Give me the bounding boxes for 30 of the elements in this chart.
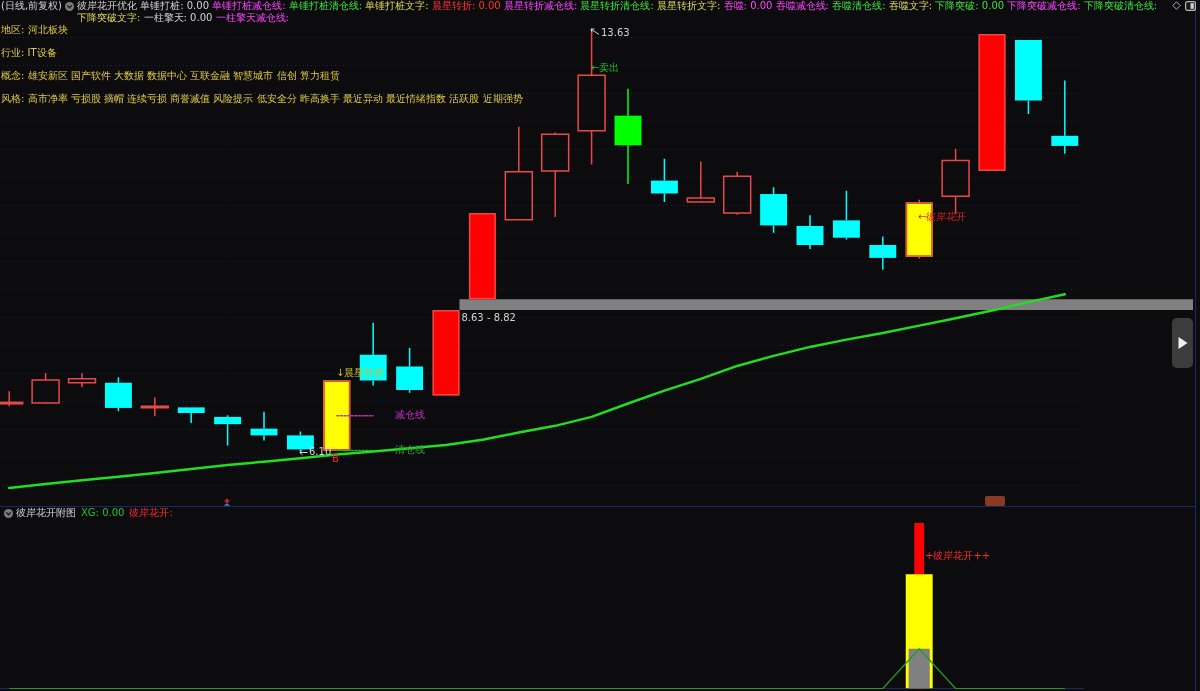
candlestick <box>67 372 97 388</box>
annotation: 6.10 <box>309 446 332 457</box>
candlestick <box>504 126 533 221</box>
text: XG: 0.00 <box>81 507 125 519</box>
candlestick <box>832 189 860 241</box>
annotation: 风格: 高市净率 亏损股 摘帽 连续亏损 商誉减值 风险提示 低安全分 昨高换手 最近异动 最近情绪指数 活跃股 近期强势 <box>1 93 523 104</box>
annotation: ←彼岸花开 <box>918 211 967 222</box>
text: 减仓线 <box>394 409 425 421</box>
candlestick <box>396 347 423 394</box>
candlestick <box>1051 79 1079 155</box>
annotation: 13.63 <box>601 27 630 38</box>
candlestick <box>540 131 570 218</box>
text: 彼岸花开优化 单锤打桩: 0.00 单锤打桩减仓线: 单锤打桩清仓线: 单锤打桩文字: 晨星转折: 0.00 晨星转折减仓线: 晨星转折清仓线: 晨星转折文字: 吞噬: 0.00 吞噬减仓线: 吞噬清仓线: 吞噬文字: 下降突破: 0.00 下降突破减仓线: 下降突破清仓线: 下降突破文字: 一柱擎天: 0.00 一柱擎天减仓线: <box>76 0 1158 23</box>
band-label: 8.63 - 8.82 <box>461 311 516 323</box>
text: B <box>332 453 339 464</box>
candlestick <box>177 407 205 424</box>
annotation: 概念: 雄安新区 国产软件 大数据 数据中心 互联金融 智慧城市 信创 算力租赁 <box>1 70 340 81</box>
chart-title: (日线,前复权) <box>1 0 62 12</box>
candlestick <box>650 158 678 203</box>
candlestick <box>140 396 169 418</box>
chart-title: 彼岸花开附图 <box>16 507 76 519</box>
candlestick <box>686 160 715 203</box>
annotation: +彼岸花开++ <box>925 550 991 561</box>
annotation: 地区: 河北板块 <box>1 24 68 35</box>
candlestick <box>614 88 642 185</box>
annotation: 行业: IT设备 <box>1 47 57 58</box>
candlestick <box>796 214 824 250</box>
text: 彼岸花开: <box>129 507 173 519</box>
candlestick <box>214 414 241 447</box>
candlestick <box>869 235 897 271</box>
